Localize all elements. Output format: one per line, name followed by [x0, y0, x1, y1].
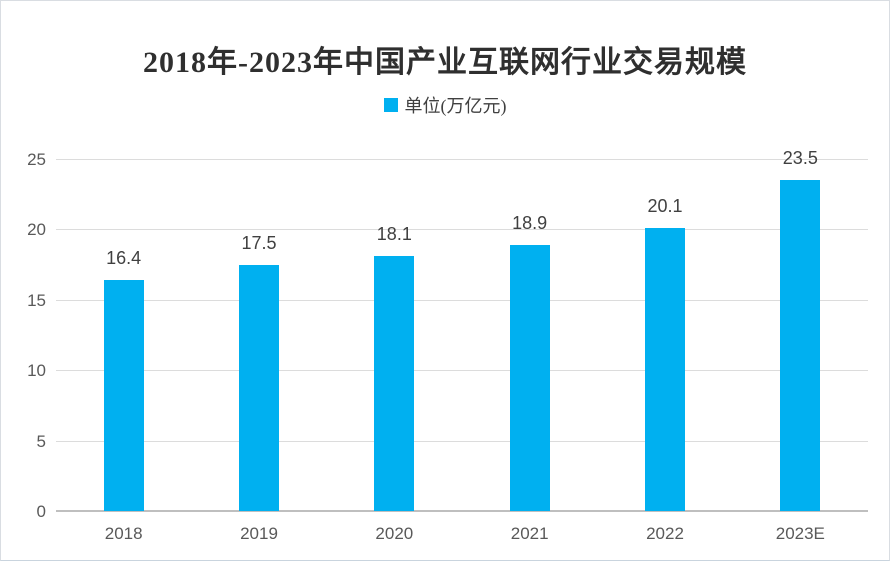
gridline: [56, 370, 868, 372]
bar-value-label: 18.1: [376, 224, 412, 245]
legend-swatch-icon: [383, 98, 398, 112]
y-axis-tick-label: 20: [27, 220, 46, 240]
x-axis-line: [56, 510, 868, 512]
y-axis-tick-label: 10: [27, 361, 46, 381]
bar-value-label: 23.5: [782, 148, 818, 169]
x-axis-tick-label: 2020: [375, 524, 414, 543]
x-axis-tick-label: 2021: [510, 524, 549, 543]
x-axis-tick-label: 2023E: [775, 524, 825, 543]
gridline: [56, 440, 868, 442]
bar-2020: [374, 256, 415, 511]
chart-legend: 单位(万亿元): [1, 92, 889, 118]
bar-value-label: 16.4: [106, 248, 142, 269]
x-axis-tick-label: 2018: [104, 524, 143, 543]
bar-2023E: [780, 180, 821, 511]
bar-value-label: 18.9: [512, 212, 548, 233]
y-axis-tick-label: 5: [36, 431, 46, 451]
bar-2019: [239, 264, 279, 511]
bar-value-label: 20.1: [647, 195, 683, 216]
y-axis-tick-label: 0: [36, 502, 46, 521]
x-axis-tick-label: 2022: [646, 524, 684, 543]
gridline: [56, 229, 868, 231]
bar-2022: [645, 228, 685, 511]
gridline: [56, 299, 868, 301]
chart-title: 2018年-2023年中国产业互联网行业交易规模: [143, 46, 747, 79]
bar-value-label: 17.5: [241, 232, 277, 253]
bar-2018: [103, 280, 144, 511]
plot-area: [56, 159, 868, 512]
y-axis-tick-label: 25: [27, 150, 46, 169]
legend-label: 单位(万亿元): [404, 96, 507, 116]
x-axis-tick-label: 2019: [240, 524, 278, 543]
y-axis-tick-label: 15: [27, 290, 46, 310]
bar-2021: [509, 244, 550, 511]
gridline: [56, 159, 868, 160]
